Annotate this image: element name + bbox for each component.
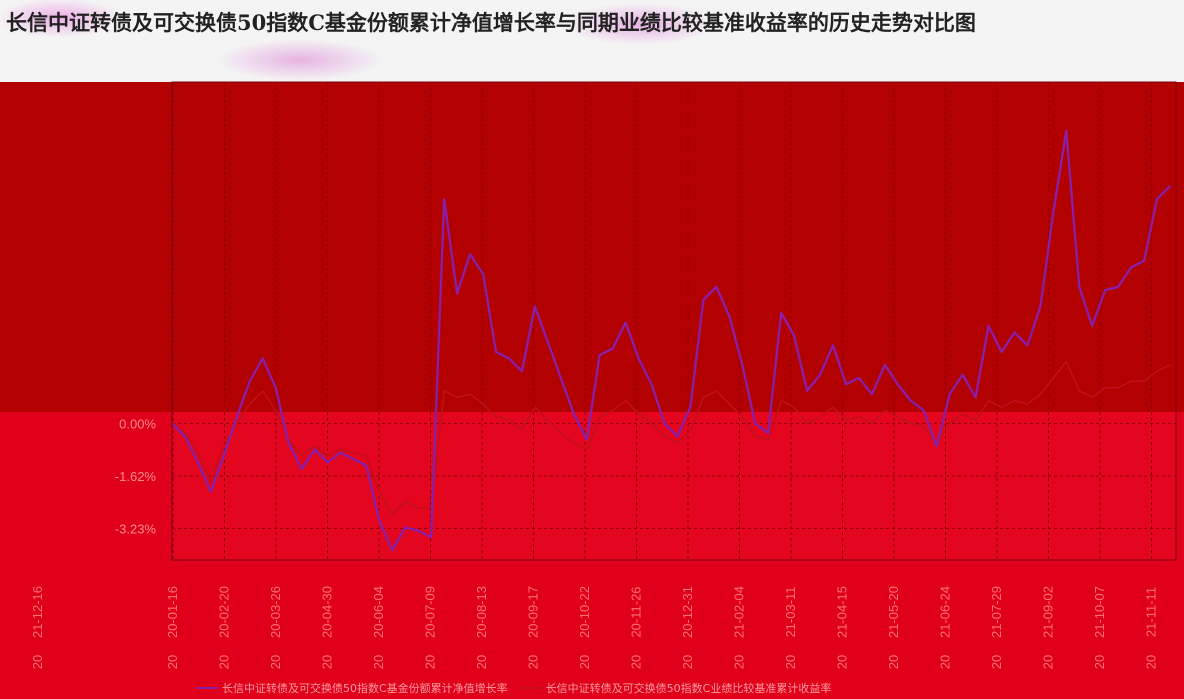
- x-tick-year-prefix: 20: [30, 655, 45, 669]
- x-tick-label: 21-12-16: [30, 586, 45, 638]
- x-tick-year-prefix: 20: [165, 655, 180, 669]
- x-tick-year-prefix: 20: [783, 655, 798, 669]
- x-tick-label: 20-07-09: [423, 586, 438, 638]
- legend: 长信中证转债及可交换债50指数C基金份额累计净值增长率 长信中证转债及可交换债5…: [196, 678, 1096, 698]
- lower-plot-background: [172, 412, 1176, 560]
- series-line-fund: [171, 129, 1171, 552]
- x-tick-year-prefix: 20: [989, 655, 1004, 669]
- page-title: 长信中证转债及可交换债50指数C基金份额累计净值增长率与同期业绩比较基准收益率的…: [6, 10, 976, 35]
- x-tick-year-prefix: 20: [938, 655, 953, 669]
- x-tick-label: 21-09-02: [1041, 586, 1056, 638]
- x-tick-year-prefix: 20: [1144, 655, 1159, 669]
- x-tick-year-prefix: 20: [526, 655, 541, 669]
- legend-label-fund: 长信中证转债及可交换债50指数C基金份额累计净值增长率: [222, 682, 508, 695]
- x-tick-year-prefix: 20: [835, 655, 850, 669]
- series-line-benchmark: [171, 360, 1171, 516]
- legend-label-benchmark: 长信中证转债及可交换债50指数C业绩比较基准累计收益率: [545, 682, 832, 695]
- x-tick-year-prefix: 20: [1041, 655, 1056, 669]
- x-tick-year-prefix: 20: [371, 655, 386, 669]
- y-tick-label: 0.00%: [119, 416, 156, 431]
- legend-swatch-fund: [196, 687, 218, 689]
- x-tick-label: 21-03-11: [783, 586, 798, 637]
- x-tick-label: 20-11-26: [629, 586, 644, 637]
- legend-item-fund: 长信中证转债及可交换债50指数C基金份额累计净值增长率: [196, 680, 508, 696]
- x-tick-year-prefix: 20: [577, 655, 592, 669]
- y-tick-label: -3.23%: [115, 521, 157, 536]
- x-tick-year-prefix: 20: [886, 655, 901, 669]
- x-tick-label: 20-02-20: [217, 586, 232, 638]
- y-axis-ticks: 0.00% -1.62% -3.23%: [115, 416, 157, 536]
- grid-lines: [172, 82, 1176, 560]
- x-tick-label: 20-03-26: [268, 586, 283, 638]
- x-tick-label: 21-04-15: [835, 586, 850, 638]
- x-tick-label: 21-10-07: [1092, 586, 1107, 638]
- x-tick-year-prefix: 20: [268, 655, 283, 669]
- x-tick-year-prefix: 20: [629, 655, 644, 669]
- x-tick-year-prefix: 20: [680, 655, 695, 669]
- x-axis-ticks: 21-12-16 20 20-01-16 20 20-02-20 20 20-03-26 20…: [30, 586, 1159, 669]
- legend-swatch-benchmark: [519, 687, 542, 689]
- title-glare: [0, 0, 1184, 82]
- x-tick-label: 20-10-22: [577, 586, 592, 638]
- chart: 0.00% -1.62% -3.23% 21-12-16 20 20-01-16 20 20…: [0, 81, 1184, 669]
- x-tick-label: 21-02-04: [732, 586, 747, 638]
- x-tick-label: 20-08-13: [474, 586, 489, 638]
- x-tick-label: 21-06-24: [938, 586, 953, 638]
- x-tick-label: 20-01-16: [165, 586, 180, 638]
- x-tick-label: 20-04-30: [320, 586, 335, 638]
- x-tick-label: 21-05-20: [886, 586, 901, 638]
- series-lines: [171, 129, 1171, 552]
- x-tick-label: 21-11-11: [1144, 587, 1159, 637]
- legend-item-benchmark: 长信中证转债及可交换债50指数C业绩比较基准累计收益率: [519, 680, 832, 696]
- x-tick-year-prefix: 20: [320, 655, 335, 669]
- x-tick-year-prefix: 20: [1092, 655, 1107, 669]
- plot-frame: [171, 81, 1177, 561]
- x-tick-year-prefix: 20: [732, 655, 747, 669]
- x-tick-label: 20-09-17: [526, 586, 541, 638]
- x-tick-year-prefix: 20: [474, 655, 489, 669]
- x-tick-year-prefix: 20: [423, 655, 438, 669]
- y-tick-label: -1.62%: [115, 469, 157, 484]
- plot-area-background: [0, 82, 1184, 412]
- title-band: 长信中证转债及可交换债50指数C基金份额累计净值增长率与同期业绩比较基准收益率的…: [0, 0, 1184, 82]
- x-tick-label: 21-07-29: [989, 586, 1004, 638]
- x-tick-label: 20-12-31: [680, 586, 695, 638]
- x-tick-year-prefix: 20: [217, 655, 232, 669]
- x-tick-label: 20-06-04: [371, 586, 386, 638]
